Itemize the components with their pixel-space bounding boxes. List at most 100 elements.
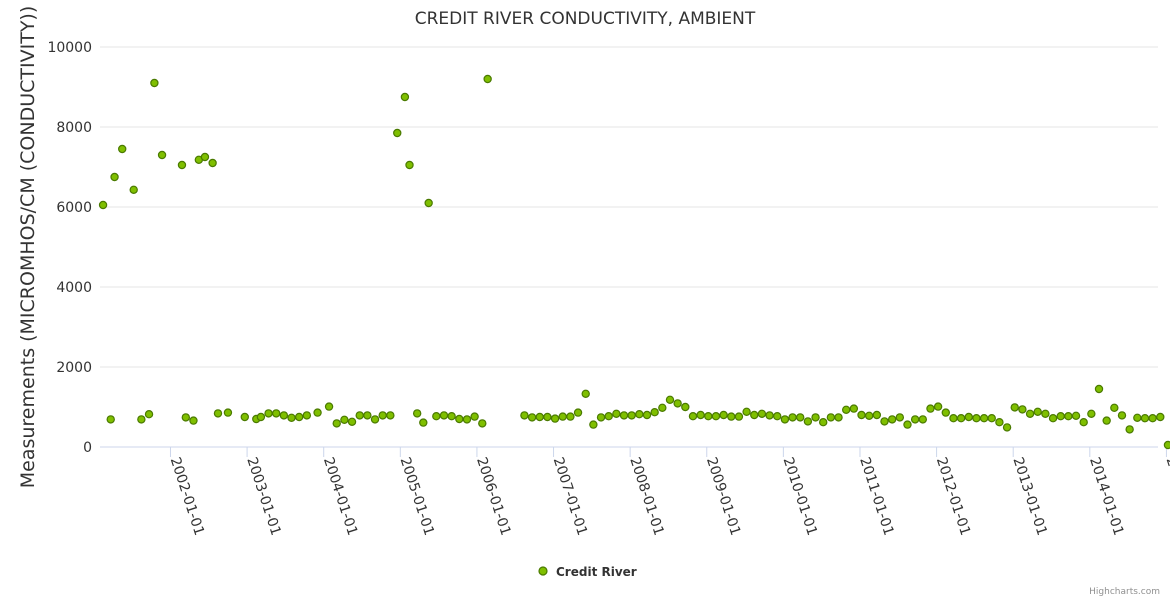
data-point[interactable] (287, 413, 296, 422)
data-point[interactable] (535, 412, 544, 422)
data-point[interactable] (765, 411, 774, 420)
data-point[interactable] (681, 402, 690, 412)
data-point[interactable] (612, 409, 621, 418)
data-point[interactable] (324, 402, 334, 411)
data-point[interactable] (412, 409, 422, 418)
data-point[interactable] (995, 418, 1004, 427)
legend[interactable]: Credit River (538, 565, 637, 579)
data-point[interactable] (864, 411, 874, 420)
data-point[interactable] (887, 415, 897, 424)
data-point[interactable] (550, 414, 560, 423)
data-point[interactable] (979, 414, 989, 423)
data-point[interactable] (470, 412, 479, 421)
data-point[interactable] (439, 411, 449, 420)
data-point[interactable] (279, 411, 289, 420)
data-point[interactable] (1002, 423, 1012, 432)
data-point[interactable] (1163, 440, 1170, 450)
data-point[interactable] (1025, 409, 1035, 418)
data-point[interactable] (272, 409, 281, 418)
data-point[interactable] (1110, 403, 1119, 412)
data-point[interactable] (313, 408, 322, 417)
legend-marker[interactable] (538, 566, 548, 576)
data-point[interactable] (424, 198, 433, 208)
data-point[interactable] (596, 413, 606, 422)
data-point[interactable] (447, 412, 456, 421)
data-point[interactable] (157, 150, 167, 160)
data-point[interactable] (478, 419, 487, 428)
data-point[interactable] (658, 403, 667, 412)
data-point[interactable] (719, 410, 728, 420)
data-point[interactable] (573, 408, 583, 417)
data-point[interactable] (688, 412, 698, 421)
data-point[interactable] (1125, 425, 1134, 434)
data-point[interactable] (208, 158, 217, 168)
data-point[interactable] (604, 412, 613, 421)
data-point[interactable] (520, 411, 529, 420)
data-point[interactable] (543, 412, 552, 422)
data-point[interactable] (857, 410, 866, 420)
data-point[interactable] (918, 415, 928, 424)
data-point[interactable] (972, 414, 981, 423)
data-point[interactable] (1094, 384, 1104, 394)
data-point[interactable] (106, 415, 115, 424)
data-point[interactable] (483, 74, 492, 84)
data-point[interactable] (673, 399, 682, 408)
data-point[interactable] (181, 413, 191, 422)
data-point[interactable] (619, 411, 629, 420)
legend-label-credit-river[interactable]: Credit River (556, 565, 637, 579)
data-point[interactable] (1148, 414, 1157, 423)
data-point[interactable] (903, 420, 912, 429)
data-point[interactable] (780, 415, 790, 424)
data-point[interactable] (811, 413, 820, 422)
highcharts-credit[interactable]: Highcharts.com (1089, 587, 1160, 597)
data-point[interactable] (826, 413, 836, 422)
data-point[interactable] (1064, 412, 1073, 421)
data-point[interactable] (933, 402, 943, 411)
data-point[interactable] (527, 413, 537, 422)
data-point[interactable] (849, 404, 859, 413)
data-point[interactable] (240, 412, 249, 422)
data-point[interactable] (704, 412, 713, 421)
data-point[interactable] (696, 410, 705, 420)
data-point[interactable] (819, 418, 828, 427)
data-point[interactable] (137, 415, 146, 424)
data-point[interactable] (405, 160, 414, 170)
data-point[interactable] (910, 415, 920, 424)
data-point[interactable] (796, 413, 805, 422)
data-point[interactable] (589, 420, 598, 429)
data-point[interactable] (363, 411, 372, 420)
data-point[interactable] (941, 408, 950, 417)
data-point[interactable] (189, 416, 198, 425)
data-point[interactable] (400, 92, 410, 102)
data-point[interactable] (665, 395, 675, 404)
data-point[interactable] (880, 417, 889, 426)
data-point[interactable] (150, 78, 159, 88)
data-point[interactable] (566, 412, 575, 421)
data-point[interactable] (1010, 403, 1019, 412)
data-point[interactable] (1018, 405, 1027, 414)
data-point[interactable] (1056, 412, 1065, 421)
data-point[interactable] (110, 172, 119, 182)
data-point[interactable] (462, 415, 472, 424)
data-point[interactable] (118, 144, 127, 154)
data-point[interactable] (581, 389, 590, 398)
data-point[interactable] (1087, 409, 1096, 418)
data-point[interactable] (956, 414, 966, 423)
data-point[interactable] (340, 415, 349, 424)
data-point[interactable] (332, 419, 341, 428)
data-point[interactable] (1133, 413, 1142, 422)
data-point[interactable] (650, 408, 659, 417)
data-point[interactable] (803, 417, 813, 426)
data-point[interactable] (757, 409, 767, 418)
data-point[interactable] (1041, 409, 1050, 418)
data-point[interactable] (926, 404, 935, 413)
data-point[interactable] (949, 414, 958, 423)
data-point[interactable] (773, 412, 782, 421)
data-point[interactable] (627, 411, 636, 420)
data-point[interactable] (558, 412, 567, 421)
data-point[interactable] (642, 410, 652, 420)
data-point[interactable] (895, 413, 905, 422)
data-point[interactable] (455, 414, 464, 424)
data-point[interactable] (393, 128, 402, 138)
data-point[interactable] (1156, 412, 1165, 422)
